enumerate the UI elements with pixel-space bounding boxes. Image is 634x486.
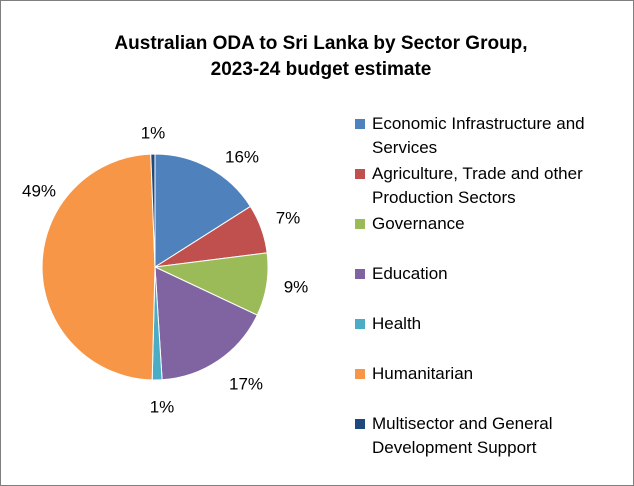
pie-slice-economic-infrastructure-and-services bbox=[154, 153, 252, 268]
pie-data-label: 7% bbox=[276, 209, 301, 228]
pie-slice-multisector-and-general-development-support bbox=[150, 153, 156, 268]
legend-swatch bbox=[355, 119, 365, 129]
pie-data-label: 1% bbox=[150, 398, 175, 417]
legend-label: Education bbox=[372, 264, 448, 283]
legend-label: Economic Infrastructure and Services bbox=[372, 114, 585, 157]
legend-swatch bbox=[355, 269, 365, 279]
legend-label: Humanitarian bbox=[372, 364, 474, 383]
pie-data-labels: 16% 7% 9% 17% 1% 49% 1% bbox=[22, 124, 308, 417]
pie-data-label: 1% bbox=[141, 124, 166, 143]
legend-label: Health bbox=[372, 314, 422, 333]
chart-title: Australian ODA to Sri Lanka by Sector Gr… bbox=[41, 31, 601, 83]
pie-data-label: 49% bbox=[22, 182, 56, 201]
legend-swatch bbox=[355, 219, 365, 229]
pie-slice-humanitarian bbox=[41, 153, 156, 381]
legend-swatch bbox=[355, 369, 365, 379]
legend-swatch bbox=[355, 319, 365, 329]
legend-swatch bbox=[355, 169, 365, 179]
pie-data-label: 16% bbox=[225, 148, 259, 167]
legend-label: Multisector and General Development Supp… bbox=[372, 414, 553, 457]
legend-swatch bbox=[355, 419, 365, 429]
chart-title-line-1: Australian ODA to Sri Lanka by Sector Gr… bbox=[114, 33, 528, 54]
legend-label: Governance bbox=[372, 214, 465, 233]
pie-data-label: 17% bbox=[229, 375, 263, 394]
chart-title-line-2: 2023-24 budget estimate bbox=[210, 59, 432, 80]
legend-label: Agriculture, Trade and other Production … bbox=[372, 164, 583, 207]
pie-data-label: 9% bbox=[284, 278, 309, 297]
pie-slice-education bbox=[154, 266, 258, 381]
pie-slices bbox=[41, 153, 269, 381]
